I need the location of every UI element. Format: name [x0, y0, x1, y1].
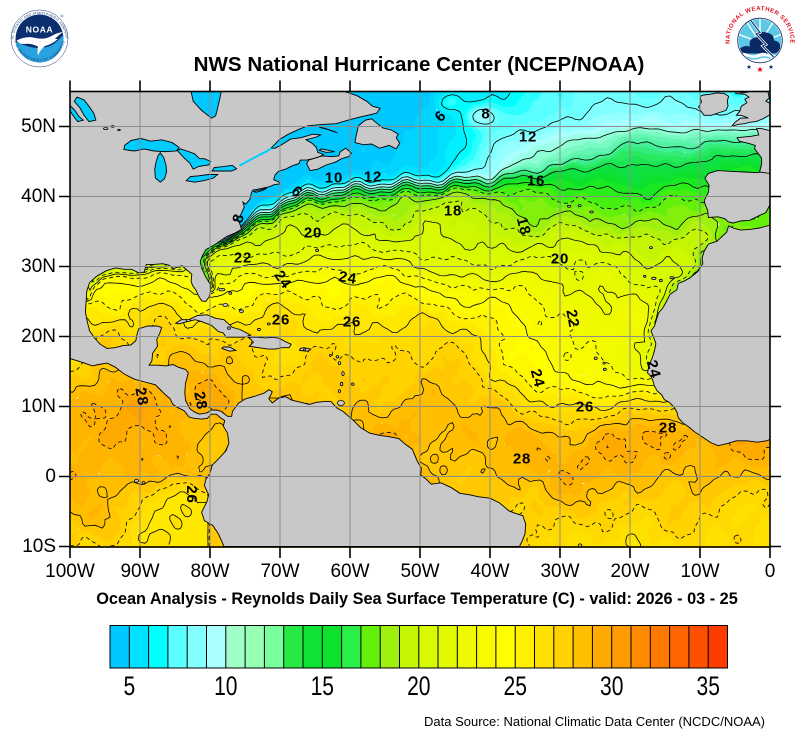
svg-text:20N: 20N: [21, 326, 56, 347]
svg-text:12: 12: [364, 169, 382, 186]
svg-text:28: 28: [190, 390, 210, 411]
svg-text:90W: 90W: [120, 561, 159, 582]
svg-text:Data Source: National Climatic: Data Source: National Climatic Data Cent…: [424, 714, 765, 729]
svg-text:28: 28: [131, 386, 151, 407]
svg-text:12: 12: [519, 129, 537, 146]
svg-text:50N: 50N: [21, 116, 56, 137]
svg-text:0: 0: [765, 561, 776, 582]
svg-text:8: 8: [229, 212, 248, 225]
svg-text:80W: 80W: [190, 561, 229, 582]
svg-text:18: 18: [444, 203, 462, 220]
svg-text:NOAA: NOAA: [26, 25, 53, 35]
svg-text:26: 26: [183, 485, 200, 503]
svg-text:0: 0: [45, 466, 56, 487]
svg-text:30W: 30W: [540, 561, 579, 582]
svg-text:26: 26: [576, 399, 594, 416]
svg-text:30: 30: [600, 672, 623, 702]
svg-text:NWS National Hurricane Center: NWS National Hurricane Center (NCEP/NOAA…: [194, 53, 645, 76]
svg-text:70W: 70W: [260, 561, 299, 582]
svg-text:100W: 100W: [45, 561, 95, 582]
svg-text:Ocean Analysis - Reynolds Dail: Ocean Analysis - Reynolds Daily Sea Surf…: [96, 590, 738, 608]
svg-text:8: 8: [481, 106, 490, 123]
svg-text:5: 5: [123, 672, 135, 702]
svg-text:20: 20: [304, 225, 322, 242]
svg-text:20: 20: [407, 672, 430, 702]
svg-text:35: 35: [697, 672, 720, 702]
svg-text:10S: 10S: [22, 536, 56, 557]
svg-text:26: 26: [343, 314, 361, 331]
svg-text:20: 20: [551, 251, 569, 268]
svg-text:28: 28: [513, 451, 531, 468]
svg-text:16: 16: [527, 173, 545, 190]
svg-text:22: 22: [562, 308, 582, 329]
svg-text:®: ®: [61, 14, 64, 19]
svg-text:25: 25: [504, 672, 527, 702]
svg-text:20W: 20W: [610, 561, 649, 582]
svg-text:40W: 40W: [470, 561, 509, 582]
svg-text:60W: 60W: [330, 561, 369, 582]
svg-text:26: 26: [272, 312, 290, 329]
svg-text:10W: 10W: [680, 561, 719, 582]
svg-text:15: 15: [311, 672, 334, 702]
svg-text:18: 18: [513, 215, 534, 237]
svg-text:22: 22: [234, 250, 252, 267]
svg-text:30N: 30N: [21, 256, 56, 277]
svg-text:10: 10: [214, 672, 237, 702]
svg-text:28: 28: [659, 420, 677, 437]
svg-text:50W: 50W: [400, 561, 439, 582]
svg-text:24: 24: [527, 367, 548, 389]
svg-text:24: 24: [643, 358, 664, 380]
svg-text:10N: 10N: [21, 396, 56, 417]
svg-text:10: 10: [325, 170, 343, 187]
svg-text:40N: 40N: [21, 186, 56, 207]
svg-text:24: 24: [337, 268, 358, 288]
